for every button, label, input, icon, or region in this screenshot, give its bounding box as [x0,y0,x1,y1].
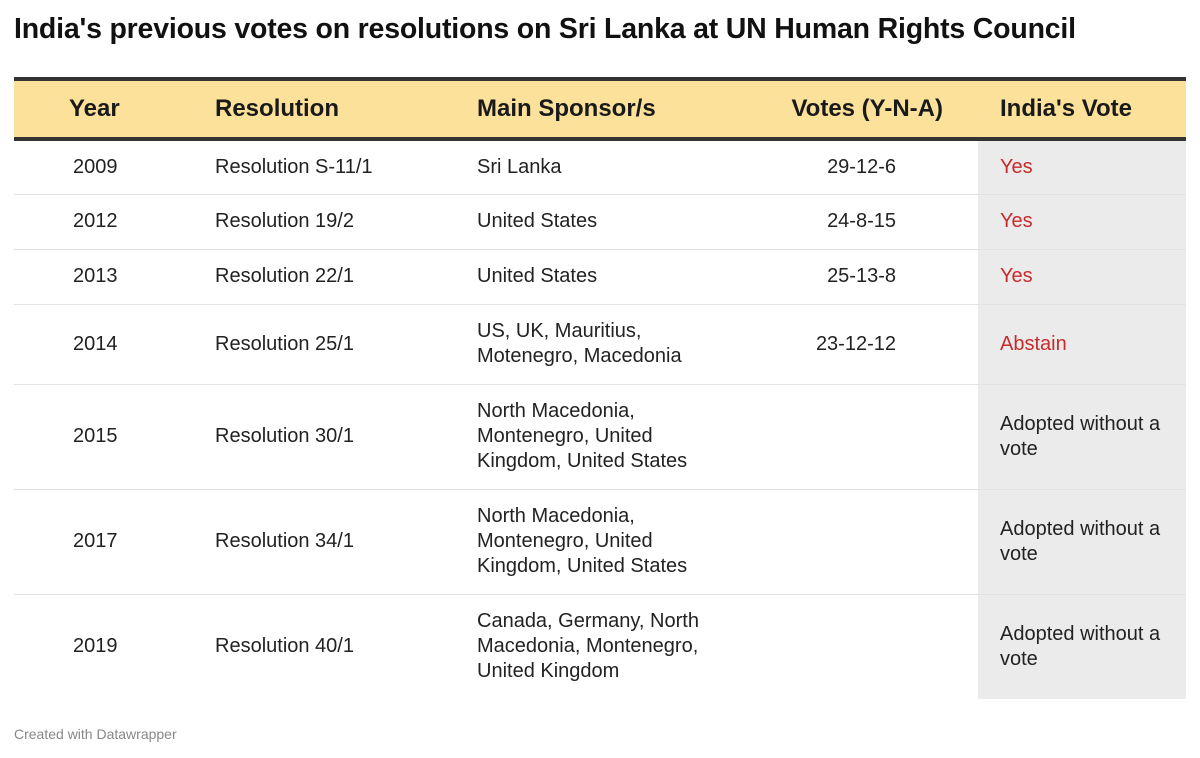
cell-sponsors: North Macedonia, Montenegro, United King… [463,489,745,595]
cell-resolution: Resolution 40/1 [215,635,354,658]
votes-table-container: Year Resolution Main Sponsor/s Votes (Y-… [14,77,1186,699]
table-row: 2017 Resolution 34/1 North Macedonia, Mo… [14,489,1186,595]
cell-resolution: Resolution 30/1 [201,384,463,490]
cell-india-vote: Yes [978,194,1186,250]
column-header-votes[interactable]: Votes (Y-N-A) [745,77,978,141]
chart-title: India's previous votes on resolutions on… [14,13,1076,45]
cell-sponsors: North Macedonia, Montenegro, United King… [463,384,745,490]
cell-votes: 29-12-6 [745,139,978,195]
cell-india-vote: Adopted without a vote [978,489,1186,595]
table-header-row: Year Resolution Main Sponsor/s Votes (Y-… [14,77,1186,141]
cell-sponsors: US, UK, Mauritius, Motenegro, Macedonia [463,304,745,385]
cell-year: 2014 [14,304,201,385]
cell-resolution: Resolution 19/2 [201,194,463,250]
table-row: 2014 Resolution 25/1 US, UK, Mauritius, … [14,304,1186,385]
cell-resolution: Resolution S-11/1 [201,139,463,195]
datawrapper-credit[interactable]: Created with Datawrapper [14,726,177,742]
cell-india-vote: Yes [978,249,1186,305]
column-header-sponsors[interactable]: Main Sponsor/s [463,77,745,141]
column-header-india-vote[interactable]: India's Vote [978,77,1186,141]
table-row: 2009 Resolution S-11/1 Sri Lanka 29-12-6… [14,139,1186,195]
cell-votes [745,594,978,699]
cell-sponsors: United States [463,249,745,305]
cell-india-vote: Adopted without a vote [978,594,1186,699]
table-row: 2012 Resolution 19/2 United States 24-8-… [14,194,1186,250]
cell-year: 2017 [14,489,201,595]
cell-year: 2013 [14,249,201,305]
cell-india-vote: Adopted without a vote [978,384,1186,490]
cell-resolution: Resolution 25/1 [201,304,463,385]
cell-sponsors: United States [463,194,745,250]
column-header-year[interactable]: Year [14,77,201,141]
cell-votes: 23-12-12 [745,304,978,385]
cell-year: 2015 [14,384,201,490]
cell-votes [745,489,978,595]
cell-resolution: Resolution 34/1 [201,489,463,595]
cell-year: 2012 [14,194,201,250]
votes-table: Year Resolution Main Sponsor/s Votes (Y-… [14,77,1186,699]
table-row: 2013 Resolution 22/1 United States 25-13… [14,249,1186,305]
cell-votes [745,384,978,490]
column-header-resolution[interactable]: Resolution [201,77,463,141]
cell-india-vote: Abstain [978,304,1186,385]
table-row: 2015 Resolution 30/1 North Macedonia, Mo… [14,384,1186,490]
cell-votes: 24-8-15 [745,194,978,250]
table-row: 2019 Resolution 40/1 Canada, Germany, No… [14,594,1186,699]
cell-sponsors: Sri Lanka [463,139,745,195]
cell-sponsors: Canada, Germany, North Macedonia, Monten… [477,610,699,683]
cell-year: 2019 [73,635,118,658]
cell-india-vote: Yes [978,139,1186,195]
cell-year: 2009 [14,139,201,195]
cell-votes: 25-13-8 [745,249,978,305]
cell-resolution: Resolution 22/1 [201,249,463,305]
